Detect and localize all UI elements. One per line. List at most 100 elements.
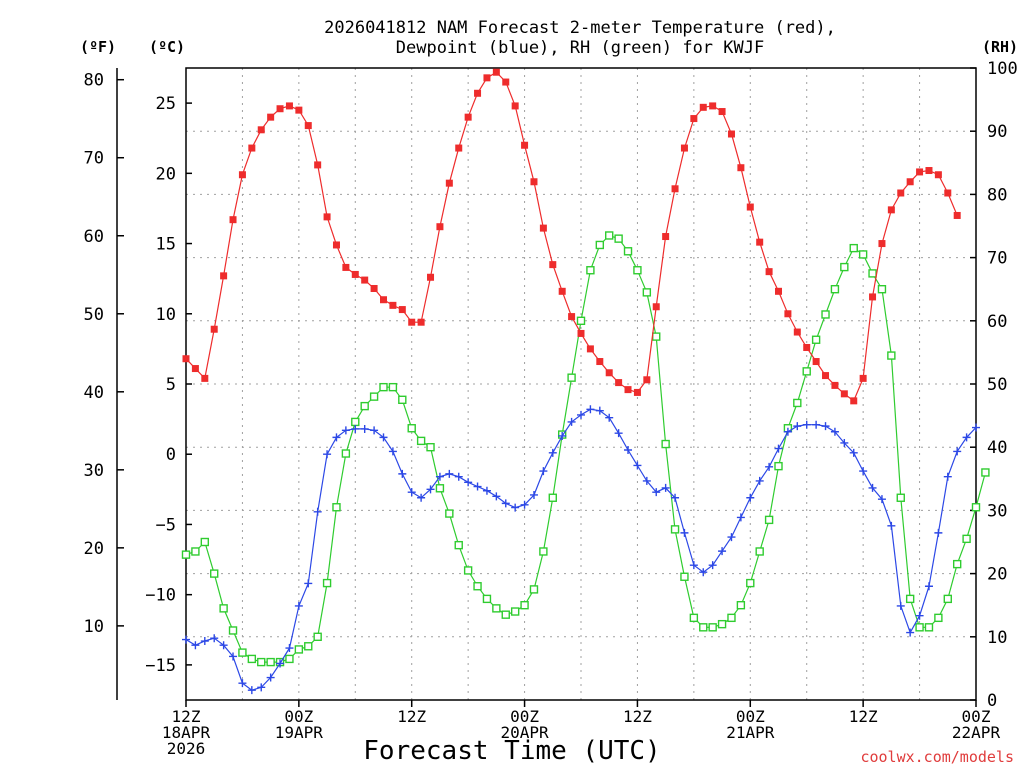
dewpoint-point bbox=[727, 533, 736, 542]
rh-point bbox=[633, 266, 642, 275]
rh-point bbox=[313, 632, 322, 641]
dewpoint-point bbox=[398, 469, 407, 478]
rh-point bbox=[332, 503, 341, 512]
dewpoint-point bbox=[529, 490, 538, 499]
rh-point bbox=[652, 332, 661, 341]
temperature-point bbox=[671, 185, 679, 193]
rh-point bbox=[736, 601, 746, 610]
dewpoint-point bbox=[642, 476, 651, 485]
dewpoint-point bbox=[219, 641, 228, 650]
dewpoint-point bbox=[313, 507, 322, 516]
rh-point bbox=[764, 515, 774, 525]
chart-title-line2: Dewpoint (blue), RH (green) for KWJF bbox=[396, 38, 764, 58]
temperature-point bbox=[314, 161, 322, 169]
temperature-point bbox=[737, 164, 745, 172]
celsius-axis: −15 −10 −5 0 5 10 15 20 25 bbox=[145, 94, 192, 676]
dewpoint-point bbox=[774, 444, 783, 453]
temperature-point bbox=[831, 381, 839, 389]
rh-point bbox=[567, 373, 576, 382]
rh-point bbox=[510, 607, 520, 616]
rh-point bbox=[463, 566, 473, 575]
rh-point bbox=[774, 461, 783, 471]
dewpoint-point bbox=[351, 424, 360, 433]
temperature-point bbox=[370, 284, 378, 292]
x-axis-title: Forecast Time (UTC) bbox=[363, 736, 660, 766]
rh-point bbox=[981, 468, 990, 477]
dewpoint-point bbox=[539, 467, 548, 476]
rh-line bbox=[185, 234, 986, 663]
rh-point bbox=[605, 231, 614, 240]
rh-point bbox=[830, 285, 840, 294]
temperature-point bbox=[878, 240, 886, 248]
dewpoint-point bbox=[783, 427, 792, 436]
dewpoint-point bbox=[407, 488, 416, 497]
dewpoint-point bbox=[972, 423, 980, 432]
rh-point bbox=[887, 351, 896, 360]
rh-point bbox=[369, 392, 379, 401]
dewpoint-point bbox=[718, 547, 727, 556]
temperature-point bbox=[427, 273, 435, 281]
dewpoint-point bbox=[671, 493, 680, 502]
dewpoint-point bbox=[887, 521, 896, 530]
rh-point bbox=[623, 247, 633, 256]
dewpoint-point bbox=[906, 628, 915, 637]
rh-point bbox=[849, 243, 858, 253]
dewpoint-point bbox=[473, 482, 482, 491]
dewpoint-point bbox=[464, 478, 473, 487]
temperature-point bbox=[445, 179, 453, 187]
temperature-point bbox=[408, 318, 416, 326]
temperature-point bbox=[840, 390, 848, 398]
dewpoint-point bbox=[360, 424, 369, 433]
time-tick-label: 00Z bbox=[962, 707, 991, 726]
time-tick-label: 00Z bbox=[284, 707, 313, 726]
rh-point bbox=[793, 398, 802, 408]
temperature-point bbox=[633, 388, 641, 396]
temperature-point bbox=[436, 223, 444, 231]
dewpoint-point bbox=[896, 601, 905, 610]
dewpoint-point bbox=[276, 659, 285, 668]
dewpoint-point bbox=[257, 683, 266, 692]
rh-point bbox=[586, 266, 595, 275]
temperature-point bbox=[680, 144, 688, 152]
rh-point bbox=[924, 623, 934, 632]
temperature-point bbox=[210, 325, 218, 333]
temperature-point bbox=[859, 374, 867, 382]
temperature-point bbox=[483, 74, 491, 82]
dewpoint-point bbox=[341, 426, 350, 435]
rh-point bbox=[680, 572, 689, 581]
dewpoint-point bbox=[445, 469, 454, 478]
temperature-point bbox=[502, 78, 510, 86]
temperature-point bbox=[869, 293, 877, 301]
temperature-point bbox=[615, 379, 623, 387]
temperature-point bbox=[765, 268, 773, 276]
rh-point bbox=[200, 537, 210, 547]
temperature-point bbox=[342, 263, 350, 271]
rh-point bbox=[727, 613, 736, 623]
rh-tick-label: 10 bbox=[987, 628, 1007, 648]
dewpoint-point bbox=[548, 448, 557, 457]
temperature-point bbox=[624, 386, 632, 394]
time-tick-label: 12Z bbox=[172, 707, 201, 726]
dewpoint-point bbox=[633, 461, 642, 470]
rh-point bbox=[755, 547, 764, 556]
celsius-tick-label: −5 bbox=[156, 515, 176, 535]
celsius-tick-label: 20 bbox=[156, 164, 176, 184]
dewpoint-point bbox=[567, 417, 576, 426]
dewpoint-point bbox=[266, 673, 275, 682]
temperature-point bbox=[549, 261, 557, 269]
temperature-point bbox=[887, 206, 895, 214]
rh-point bbox=[576, 316, 586, 325]
fahrenheit-axis: 10 20 30 40 50 60 70 80 bbox=[84, 71, 124, 637]
temperature-point bbox=[474, 89, 482, 97]
rh-point bbox=[304, 642, 313, 651]
dewpoint-point bbox=[915, 611, 924, 620]
temperature-point bbox=[568, 313, 576, 321]
dewpoint-point bbox=[182, 635, 190, 644]
rh-point bbox=[595, 240, 605, 250]
rh-point bbox=[360, 401, 369, 411]
temperature-point bbox=[699, 103, 707, 111]
rh-point bbox=[539, 547, 548, 556]
temperature-point bbox=[521, 141, 529, 149]
dewpoint-point bbox=[605, 413, 614, 422]
